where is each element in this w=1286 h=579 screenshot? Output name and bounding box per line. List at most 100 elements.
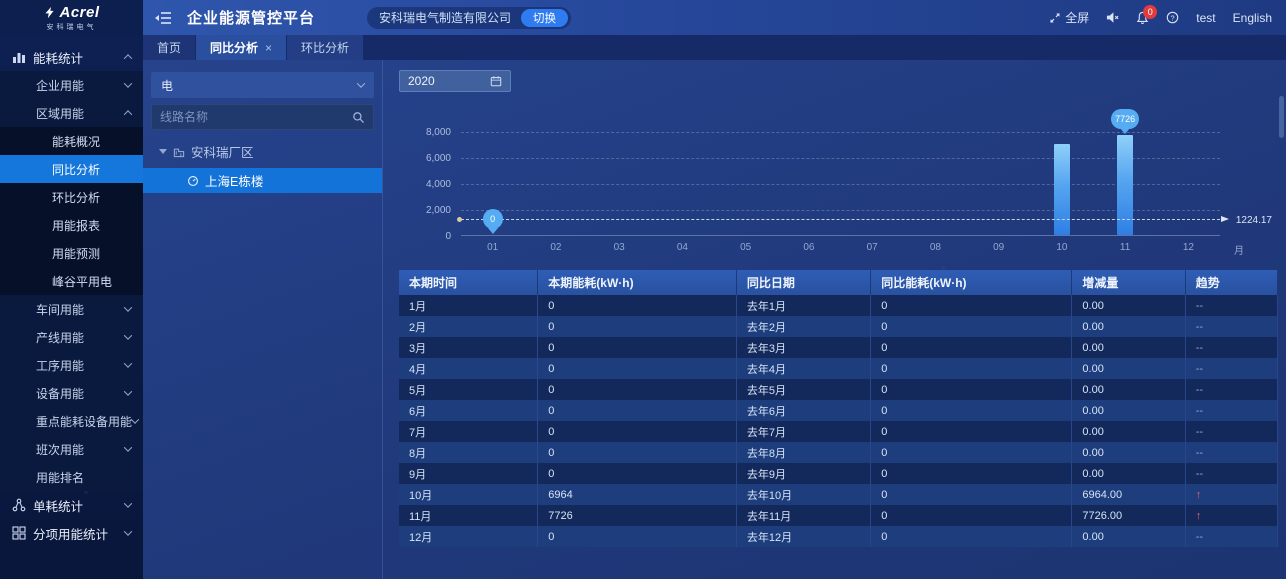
switch-company-button[interactable]: 切换 (521, 8, 569, 27)
tab[interactable]: 同比分析 × (196, 35, 287, 60)
table-cell: 0 (537, 358, 737, 379)
trend-cell: -- (1185, 463, 1279, 484)
table-cell: 去年10月 (736, 484, 872, 505)
top-header: 企业能源管控平台 安科瑞电气制造有限公司 切换 全屏 (143, 0, 1286, 35)
sidebar-item[interactable]: 重点能耗设备用能 (0, 407, 143, 435)
chevron-down-icon (123, 79, 133, 88)
sidebar-item-label: 用能报表 (52, 218, 101, 233)
vertical-scrollbar[interactable] (1279, 96, 1284, 138)
x-axis-label: 05 (740, 242, 752, 253)
tree-node-building-selected[interactable]: 上海E栋楼 (143, 168, 382, 193)
table-cell: 1月 (399, 295, 539, 316)
table-cell: 0 (870, 442, 1073, 463)
chevron-down-icon (123, 527, 133, 536)
sidebar-item[interactable]: 用能排名 (0, 463, 143, 491)
table-header-cell: 增减量 (1071, 270, 1186, 295)
table-cell: 0 (537, 421, 737, 442)
sidebar-item[interactable]: 单耗统计 (0, 491, 143, 519)
grid-line (461, 132, 1220, 133)
language-switch[interactable]: English (1232, 10, 1272, 25)
table-cell: 0 (537, 463, 737, 484)
table-cell: 0 (870, 400, 1073, 421)
sidebar-item-label: 企业用能 (36, 78, 85, 93)
table-cell: 0 (870, 421, 1073, 442)
sidebar-item[interactable]: 峰谷平用电 (0, 267, 143, 295)
table-row: 1月 0 去年1月 0 0.00 -- (399, 295, 1279, 316)
sidebar-item[interactable]: 能耗统计 (0, 43, 143, 71)
table-cell: 10月 (399, 484, 539, 505)
close-icon[interactable]: × (265, 40, 273, 55)
min-marker-pin: 0 (482, 209, 503, 229)
table-cell: 去年1月 (736, 295, 872, 316)
sidebar-item[interactable]: 同比分析 (0, 155, 143, 183)
table-cell: 去年6月 (736, 400, 872, 421)
brand-subtitle: 安科瑞电气 (46, 23, 97, 31)
subentry-grid-icon (12, 526, 26, 540)
trend-cell: -- (1185, 316, 1279, 337)
sidebar-item[interactable]: 车间用能 (0, 295, 143, 323)
table-row: 9月 0 去年9月 0 0.00 -- (399, 463, 1279, 484)
tab-label: 首页 (157, 41, 182, 55)
table-row: 4月 0 去年4月 0 0.00 -- (399, 358, 1279, 379)
chevron-down-icon (123, 443, 133, 452)
table-header-cell: 同比日期 (736, 270, 872, 295)
sidebar-item[interactable]: 能耗概况 (0, 127, 143, 155)
tab[interactable]: 首页 (143, 35, 196, 60)
bar[interactable] (1053, 144, 1070, 235)
sidebar-item[interactable]: 分项用能统计 (0, 519, 143, 547)
notifications-button[interactable]: 0 (1136, 4, 1158, 25)
table-cell: 6964.00 (1071, 484, 1186, 505)
trend-cell: -- (1185, 400, 1279, 421)
trend-cell: -- (1185, 337, 1279, 358)
yoy-table: 本期时间 本期能耗(kW·h) 同比日期 同比能耗(kW·h) 增减量 趋势 1月 0 去年1… (399, 270, 1279, 547)
sidebar-item[interactable]: 工序用能 (0, 351, 143, 379)
fullscreen-button[interactable]: 全屏 (1049, 9, 1089, 26)
sidebar-item[interactable]: 企业用能 (0, 71, 143, 99)
line-search-input[interactable] (160, 110, 352, 124)
table-cell: 去年2月 (736, 316, 872, 337)
help-button[interactable]: ? (1166, 11, 1179, 24)
fullscreen-label: 全屏 (1065, 11, 1090, 25)
table-row: 7月 0 去年7月 0 0.00 -- (399, 421, 1279, 442)
table-cell: 去年3月 (736, 337, 872, 358)
table-cell: 0 (870, 484, 1073, 505)
table-cell: 0 (537, 379, 737, 400)
trend-cell: -- (1185, 421, 1279, 442)
x-axis-label: 12 (1182, 242, 1194, 253)
y-axis-label: 0 (445, 231, 451, 242)
table-row: 2月 0 去年2月 0 0.00 -- (399, 316, 1279, 337)
sidebar-item[interactable]: 环比分析 (0, 183, 143, 211)
sidebar-item[interactable]: 班次用能 (0, 435, 143, 463)
sidebar-item-label: 重点能耗设备用能 (36, 414, 133, 429)
table-cell: 去年11月 (736, 505, 872, 526)
sidebar-item[interactable]: 用能预测 (0, 239, 143, 267)
sidebar-item-label: 区域用能 (36, 106, 85, 121)
table-cell: 3月 (399, 337, 539, 358)
sidebar-item[interactable]: 区域用能 (0, 99, 143, 127)
table-cell: 0.00 (1071, 337, 1186, 358)
sidebar-item[interactable]: 产线用能 (0, 323, 143, 351)
sidebar-item-label: 单耗统计 (33, 499, 84, 514)
sidebar-item[interactable]: 设备用能 (0, 379, 143, 407)
tree-node-plant[interactable]: 安科瑞厂区 (151, 142, 374, 161)
sidebar: Acrel 安科瑞电气 能耗统计企业用能区域用能能耗概况 同比分析 环比分析用能报表… (0, 0, 143, 579)
tab[interactable]: 环比分析 (287, 35, 364, 60)
table-body: 1月 0 去年1月 0 0.00 -- 2月 0 去年2月 0 0.00 -- 3月 0 去年3月 0 0.00… (399, 295, 1279, 547)
table-cell: 0 (537, 526, 737, 547)
brand-name: Acrel (59, 3, 100, 21)
line-search-box (151, 104, 374, 130)
year-picker[interactable]: 2020 (399, 70, 511, 92)
energy-type-select[interactable]: 电 (151, 72, 374, 98)
table-header-cell: 同比能耗(kW·h) (870, 270, 1073, 295)
chevron-up-icon (123, 54, 133, 63)
search-icon[interactable] (352, 111, 365, 124)
bar[interactable] (1117, 134, 1134, 235)
year-value: 2020 (408, 74, 435, 88)
username-menu[interactable]: test (1196, 10, 1216, 25)
mute-button[interactable] (1106, 11, 1119, 24)
table-head: 本期时间 本期能耗(kW·h) 同比日期 同比能耗(kW·h) 增减量 趋势 (399, 270, 1279, 295)
menu-fold-icon[interactable] (155, 10, 173, 26)
tree-expander-icon[interactable] (159, 149, 167, 154)
sidebar-item[interactable]: 用能报表 (0, 211, 143, 239)
brand-row: Acrel (43, 4, 99, 21)
